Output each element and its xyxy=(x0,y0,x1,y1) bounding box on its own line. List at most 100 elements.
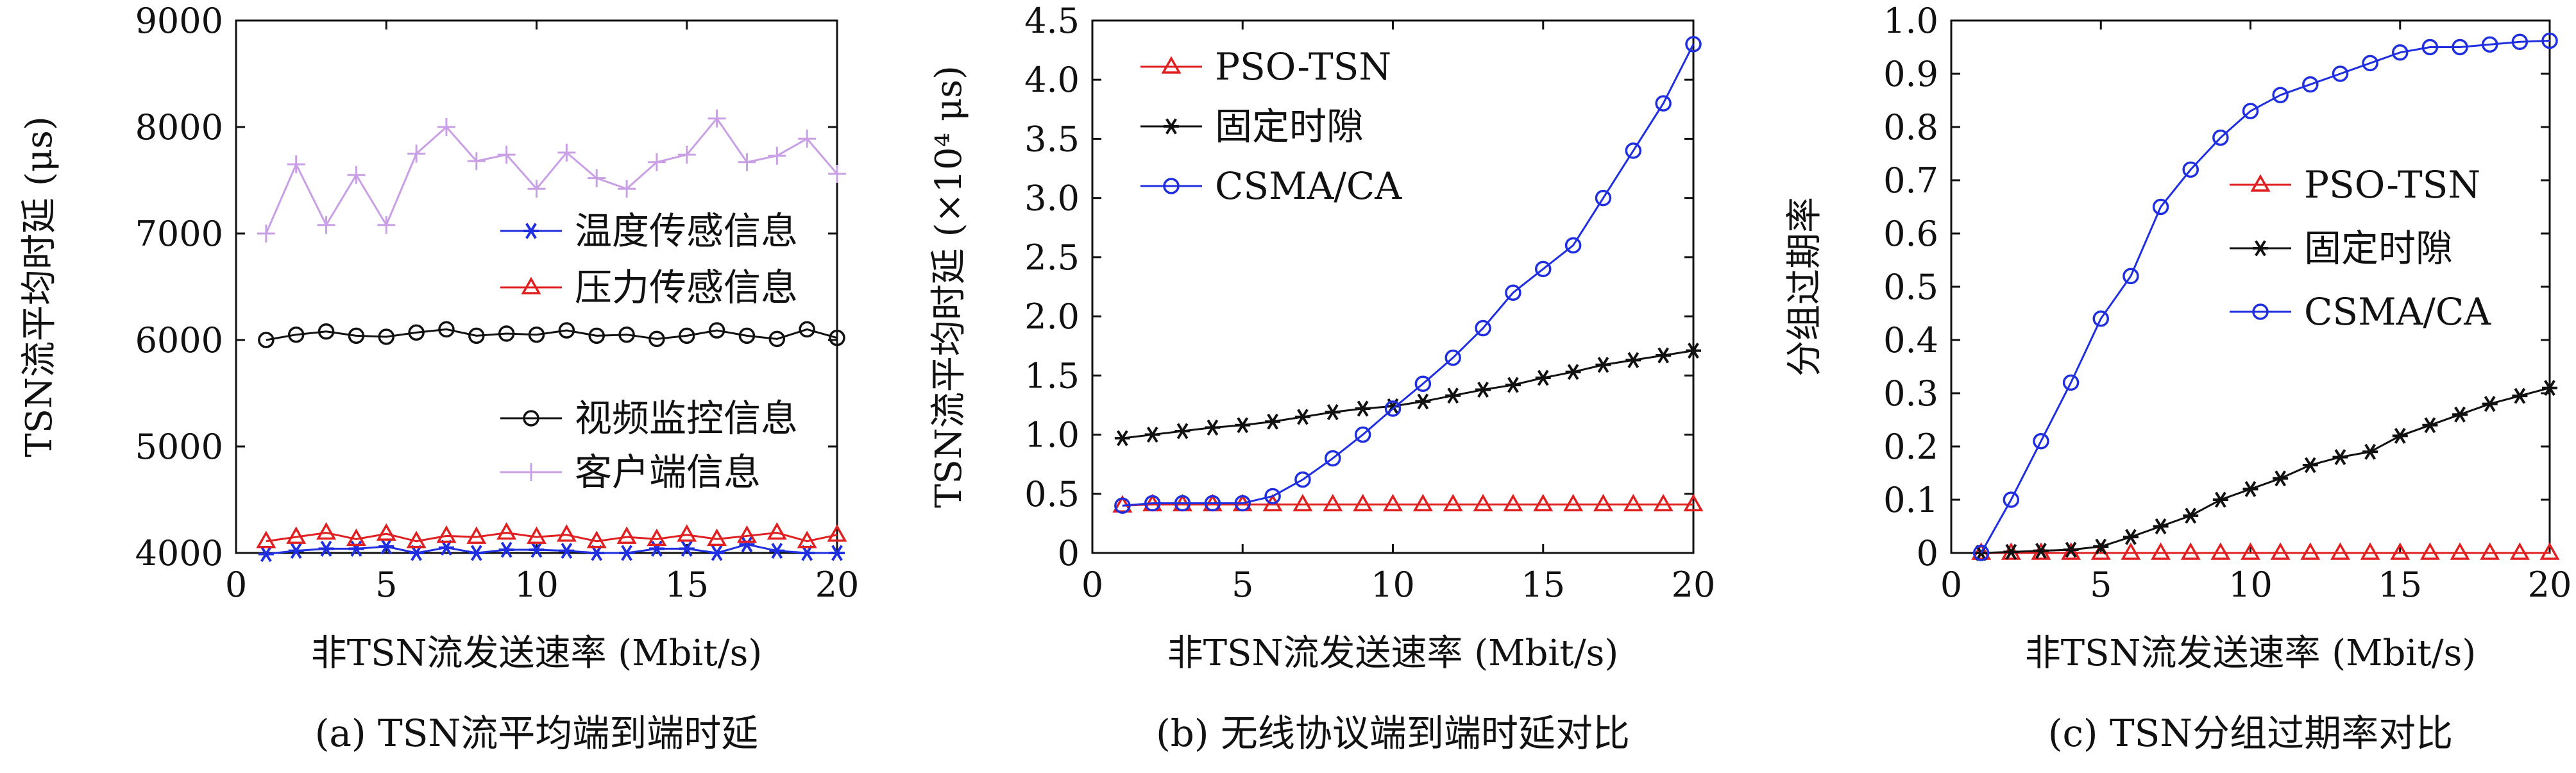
data-point xyxy=(2512,389,2527,403)
data-point xyxy=(1445,388,1461,403)
data-point xyxy=(2213,493,2228,507)
data-point xyxy=(1325,496,1341,510)
data-point xyxy=(2123,530,2139,545)
data-point xyxy=(2302,545,2318,559)
panel-2: 0 5 10 15 20 0 0.5 1.0 1.5 2.0 2.5 3.0 3.5 4.0 4.5 非TSN… xyxy=(928,1,1715,755)
panel-3: 0 5 10 15 20 0 0.1 0.2 0.3 0.4 0.5 0.6 0.7 0.8 0.9 1.0 非… xyxy=(1784,1,2572,755)
y-tick-label: 1.0 xyxy=(1883,1,1938,41)
data-point xyxy=(769,543,784,558)
y-tick-label: 7000 xyxy=(135,214,223,254)
data-point xyxy=(1505,496,1521,510)
data-point xyxy=(559,527,575,541)
y-tick-label: 3.0 xyxy=(1024,178,1080,219)
legend-marker xyxy=(2253,241,2268,256)
x-tick-label: 15 xyxy=(665,565,709,605)
y-tick-label: 1.0 xyxy=(1024,415,1080,455)
data-point xyxy=(1325,405,1341,420)
data-point xyxy=(2153,545,2169,559)
x-tick-label: 5 xyxy=(1232,565,1253,605)
plot-frame xyxy=(1951,21,2550,553)
panel-caption: (b) 无线协议端到端时延对比 xyxy=(1156,711,1630,755)
y-axis-label: TSN流平均时延 (μs) xyxy=(19,116,60,457)
y-tick-label: 0.7 xyxy=(1883,160,1938,201)
data-point xyxy=(318,216,335,234)
plot-frame xyxy=(1092,21,1693,553)
series-2 xyxy=(258,524,845,547)
data-point xyxy=(1145,427,1160,442)
data-point xyxy=(1355,402,1371,416)
data-point xyxy=(2123,545,2139,559)
data-point xyxy=(1175,424,1191,439)
data-point xyxy=(318,524,334,538)
data-point xyxy=(619,529,635,543)
y-tick-label: 0.5 xyxy=(1883,267,1938,307)
legend-marker xyxy=(522,463,540,481)
data-point xyxy=(2452,407,2468,422)
legend-marker xyxy=(2253,176,2269,191)
data-point xyxy=(2482,545,2498,559)
data-point xyxy=(1566,364,1581,379)
data-point xyxy=(2332,545,2348,559)
series-2 xyxy=(1115,343,1701,445)
x-tick-label: 20 xyxy=(815,565,860,605)
y-tick-label: 4000 xyxy=(135,533,223,573)
data-point xyxy=(2512,545,2528,559)
y-tick-label: 0 xyxy=(1917,533,1938,573)
data-point xyxy=(2273,545,2289,559)
legend-label: 压力传感信息 xyxy=(575,266,798,309)
data-point xyxy=(1475,496,1491,510)
data-point xyxy=(2212,545,2228,559)
data-point xyxy=(257,225,275,242)
legend-marker xyxy=(1164,119,1179,134)
data-point xyxy=(1536,371,1551,386)
data-point xyxy=(469,546,484,561)
data-point xyxy=(1595,357,1611,372)
y-tick-label: 6000 xyxy=(135,320,223,361)
x-tick-label: 0 xyxy=(1081,565,1103,605)
legend-1: 温度传感信息压力传感信息 xyxy=(500,209,798,309)
series-2 xyxy=(1974,380,2557,560)
y-tick-label: 0.3 xyxy=(1883,373,1938,414)
y-tick-label: 0.8 xyxy=(1883,107,1938,148)
series-3 xyxy=(1115,37,1700,513)
y-tick-label: 2.0 xyxy=(1024,296,1080,337)
y-tick-label: 0 xyxy=(1058,533,1080,573)
data-point xyxy=(1205,420,1220,435)
y-tick-label: 0.2 xyxy=(1883,427,1938,467)
data-point xyxy=(768,147,786,165)
data-point xyxy=(1625,496,1641,510)
x-tick-label: 20 xyxy=(2528,565,2572,605)
series-1 xyxy=(1973,545,2557,559)
legend-label: CSMA/CA xyxy=(2304,290,2491,334)
legend-label: PSO-TSN xyxy=(1215,45,1391,89)
data-point xyxy=(1445,496,1461,510)
y-tick-label: 0.9 xyxy=(1883,54,1938,94)
data-point xyxy=(377,216,395,234)
panel-caption: (c) TSN分组过期率对比 xyxy=(2048,711,2453,755)
data-point xyxy=(2482,396,2498,411)
panel-1: 0 5 10 15 20 4000 5000 6000 7000 8000 9000 非TSN流发送速… xyxy=(19,1,859,755)
y-tick-label: 5000 xyxy=(135,427,223,467)
data-point xyxy=(1656,348,1671,363)
data-point xyxy=(1475,382,1491,397)
data-point xyxy=(378,525,394,539)
data-point xyxy=(769,524,785,538)
data-point xyxy=(2422,545,2438,559)
data-point xyxy=(2332,450,2348,464)
data-point xyxy=(2393,429,2408,443)
data-point xyxy=(347,166,365,184)
data-point xyxy=(2362,445,2378,459)
data-point xyxy=(1115,431,1130,446)
y-tick-label: 9000 xyxy=(135,1,223,41)
legend-label: CSMA/CA xyxy=(1215,164,1402,208)
data-point xyxy=(559,543,574,558)
data-point xyxy=(1294,496,1310,510)
y-tick-label: 0.5 xyxy=(1024,474,1080,514)
data-point xyxy=(1415,395,1430,409)
x-tick-label: 5 xyxy=(375,565,397,605)
data-point xyxy=(289,543,304,558)
data-point xyxy=(2153,519,2169,534)
legend-label: 固定时隙 xyxy=(2304,226,2453,270)
data-point xyxy=(2183,509,2198,523)
x-axis-label: 非TSN流发送速率 (Mbit/s) xyxy=(311,633,762,674)
